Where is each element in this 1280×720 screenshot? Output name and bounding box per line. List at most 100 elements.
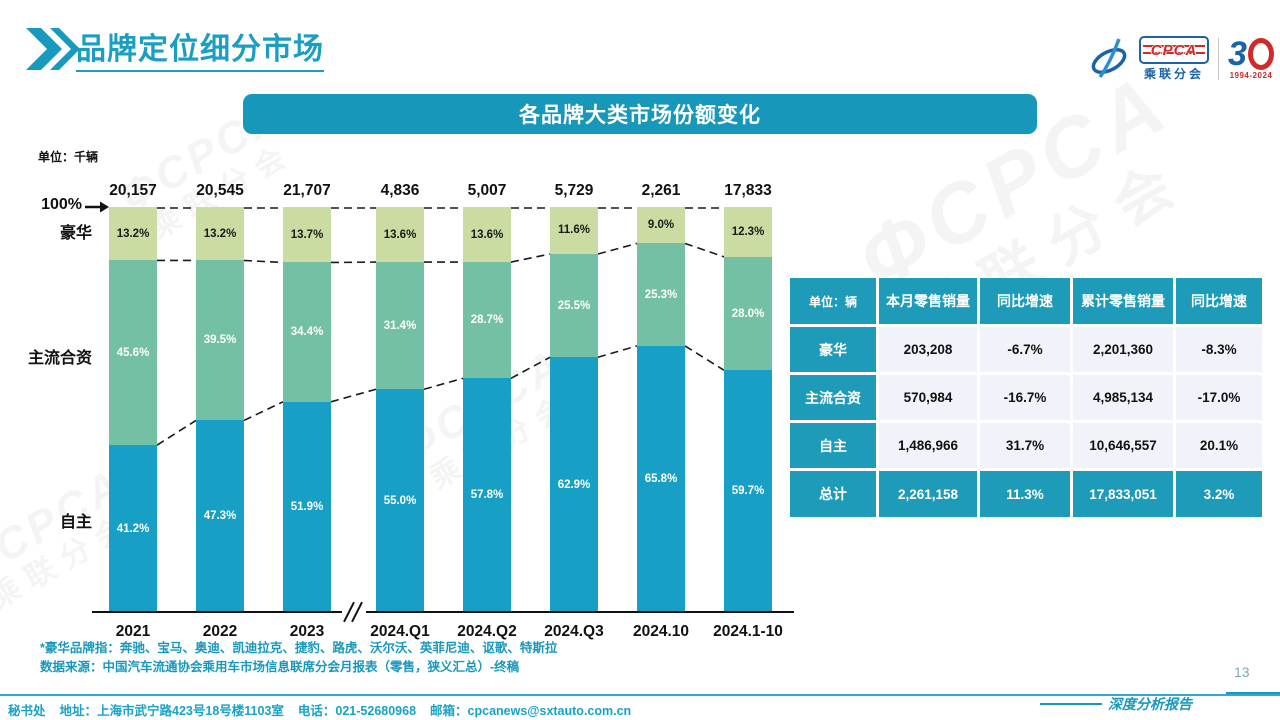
- table-cell: 31.7%: [980, 423, 1070, 468]
- footer-contact: 秘书处 地址：上海市武宁路423号18号楼1103室 电话：021-52680968…: [8, 700, 645, 719]
- bar-segment-主流合资: 28.0%: [724, 256, 772, 371]
- bar-2024.Q3: 11.6% 25.5% 62.9%: [550, 207, 598, 612]
- table-cell: 2,261,158: [879, 471, 977, 517]
- x-axis-tick-label: 2021: [115, 623, 151, 640]
- anniversary-30-logo: 3 1994-2024: [1228, 37, 1274, 80]
- bar-segment-豪华: 13.7%: [283, 207, 331, 263]
- bar-segment-自主: 62.9%: [550, 357, 598, 612]
- bar-segment-value-label: 13.6%: [383, 228, 417, 241]
- bar-segment-value-label: 25.5%: [557, 299, 591, 312]
- bar-segment-value-label: 65.8%: [644, 472, 678, 485]
- x-axis-tick-label: 2022: [202, 623, 238, 640]
- trend-dashed-line: [684, 345, 725, 371]
- bar-segment-value-label: 13.7%: [290, 228, 324, 241]
- axis-100-label: 100%: [41, 196, 82, 213]
- bar-2024.10: 9.0% 25.3% 65.8%: [637, 207, 685, 612]
- table-column-header: 同比增速: [980, 278, 1070, 324]
- bar-segment-value-label: 13.2%: [116, 227, 150, 240]
- logo-stripe: [1143, 45, 1205, 47]
- footnote-luxury-brands: *豪华品牌指：奔驰、宝马、奥迪、凯迪拉克、捷豹、路虎、沃尔沃、英菲尼迪、讴歌、特…: [40, 641, 558, 655]
- cpca-chinese-name: 乘联分会: [1143, 67, 1204, 81]
- bar-segment-value-label: 39.5%: [203, 334, 237, 347]
- bar-segment-主流合资: 39.5%: [196, 260, 244, 421]
- bar-segment-主流合资: 25.5%: [550, 253, 598, 358]
- table-cell: 10,646,557: [1073, 423, 1173, 468]
- x-axis-line: [92, 611, 794, 613]
- bar-segment-自主: 41.2%: [109, 445, 157, 612]
- cpca-wordmark: CPCA 乘联分会: [1139, 36, 1209, 82]
- bar-segment-value-label: 12.3%: [731, 225, 765, 238]
- series-label-domestic: 自主: [59, 514, 92, 531]
- trend-dashed-line: [597, 345, 638, 359]
- table-cell: 20.1%: [1176, 423, 1262, 468]
- x-axis-tick-label: 2024.Q3: [544, 623, 604, 640]
- table-row-label-豪华: 豪华: [790, 327, 876, 372]
- bar-2024.1-10: 12.3% 28.0% 59.7%: [724, 207, 772, 612]
- bar-segment-豪华: 13.2%: [196, 207, 244, 261]
- bar-total-label: 21,707: [283, 182, 331, 199]
- table-row-label-自主: 自主: [790, 423, 876, 468]
- table-cell: 4,985,134: [1073, 375, 1173, 420]
- cpca-acronym-box: CPCA: [1139, 36, 1209, 64]
- footer-divider: [0, 694, 1280, 696]
- stacked-bar-chart: 13.2% 45.6% 41.2% 20,157 2021 13.2% 39.5% 47.3%…: [95, 182, 791, 640]
- x-axis-tick-label: 2024.10: [632, 623, 690, 640]
- trend-dashed-line: [597, 242, 638, 255]
- bar-segment-自主: 47.3%: [196, 420, 244, 612]
- bar-total-label: 2,261: [641, 182, 681, 199]
- table-cell: 3.2%: [1176, 471, 1262, 517]
- table-cell: -6.7%: [980, 327, 1070, 372]
- page-number: 13: [1234, 664, 1250, 680]
- table-cell: 2,201,360: [1073, 327, 1173, 372]
- bar-2024.Q1: 13.6% 31.4% 55.0%: [376, 207, 424, 612]
- report-type-label: 深度分析报告: [1108, 697, 1192, 713]
- bar-segment-自主: 51.9%: [283, 401, 331, 612]
- bar-2022: 13.2% 39.5% 47.3%: [196, 207, 244, 612]
- footer-email: 邮箱：cpcanews@sxtauto.com.cn: [430, 704, 632, 718]
- chart-unit-label: 单位：千辆: [38, 150, 99, 164]
- bar-segment-主流合资: 45.6%: [109, 260, 157, 446]
- footer-deco-line: [1040, 703, 1102, 705]
- trend-dashed-line: [330, 388, 377, 403]
- table-cell: 11.3%: [980, 471, 1070, 517]
- bar-segment-value-label: 25.3%: [644, 288, 678, 301]
- bar-total-label: 4,836: [380, 182, 420, 199]
- page-title: 品牌定位细分市场: [76, 24, 324, 72]
- bar-segment-自主: 65.8%: [637, 345, 685, 612]
- cpca-acronym: CPCA: [1150, 41, 1198, 59]
- bar-segment-value-label: 55.0%: [383, 494, 417, 507]
- bar-segment-主流合资: 31.4%: [376, 262, 424, 390]
- table-row-label-总计: 总计: [790, 471, 876, 517]
- table-column-header: 同比增速: [1176, 278, 1262, 324]
- bar-segment-豪华: 13.2%: [109, 207, 157, 261]
- trend-dashed-line: [510, 356, 551, 380]
- bar-segment-value-label: 57.8%: [470, 489, 504, 502]
- bar-total-label: 20,157: [109, 182, 157, 199]
- bar-segment-自主: 59.7%: [724, 370, 772, 612]
- x-axis-tick-label: 2024.Q2: [457, 623, 517, 640]
- series-label-joint-venture: 主流合资: [27, 350, 92, 367]
- bar-2023: 13.7% 34.4% 51.9%: [283, 207, 331, 612]
- bar-segment-主流合资: 25.3%: [637, 243, 685, 346]
- bar-segment-value-label: 59.7%: [731, 485, 765, 498]
- table-cell: 570,984: [879, 375, 977, 420]
- bar-2021: 13.2% 45.6% 41.2%: [109, 207, 157, 612]
- trend-dashed-line: [510, 253, 551, 263]
- bar-2024.Q2: 13.6% 28.7% 57.8%: [463, 207, 511, 613]
- table-unit-header: 单位：辆: [790, 278, 876, 324]
- bar-segment-豪华: 13.6%: [463, 207, 511, 263]
- bar-segment-value-label: 62.9%: [557, 478, 591, 491]
- trend-dashed-line: [684, 242, 725, 258]
- bar-segment-主流合资: 28.7%: [463, 262, 511, 379]
- bar-total-label: 17,833: [724, 182, 772, 199]
- cpca-swoosh-icon: [1091, 38, 1127, 79]
- right-arrow-icon: [85, 201, 109, 213]
- trend-dashed-lines: [156, 207, 725, 446]
- bar-segment-value-label: 13.6%: [470, 228, 504, 241]
- bar-segment-value-label: 45.6%: [116, 346, 150, 359]
- table-cell: 203,208: [879, 327, 977, 372]
- footer-address: 地址：上海市武宁路423号18号楼1103室: [59, 704, 284, 718]
- table-column-header: 本月零售销量: [879, 278, 977, 324]
- bar-segment-豪华: 13.6%: [376, 207, 424, 263]
- x-axis-tick-label: 2024.Q1: [370, 623, 430, 640]
